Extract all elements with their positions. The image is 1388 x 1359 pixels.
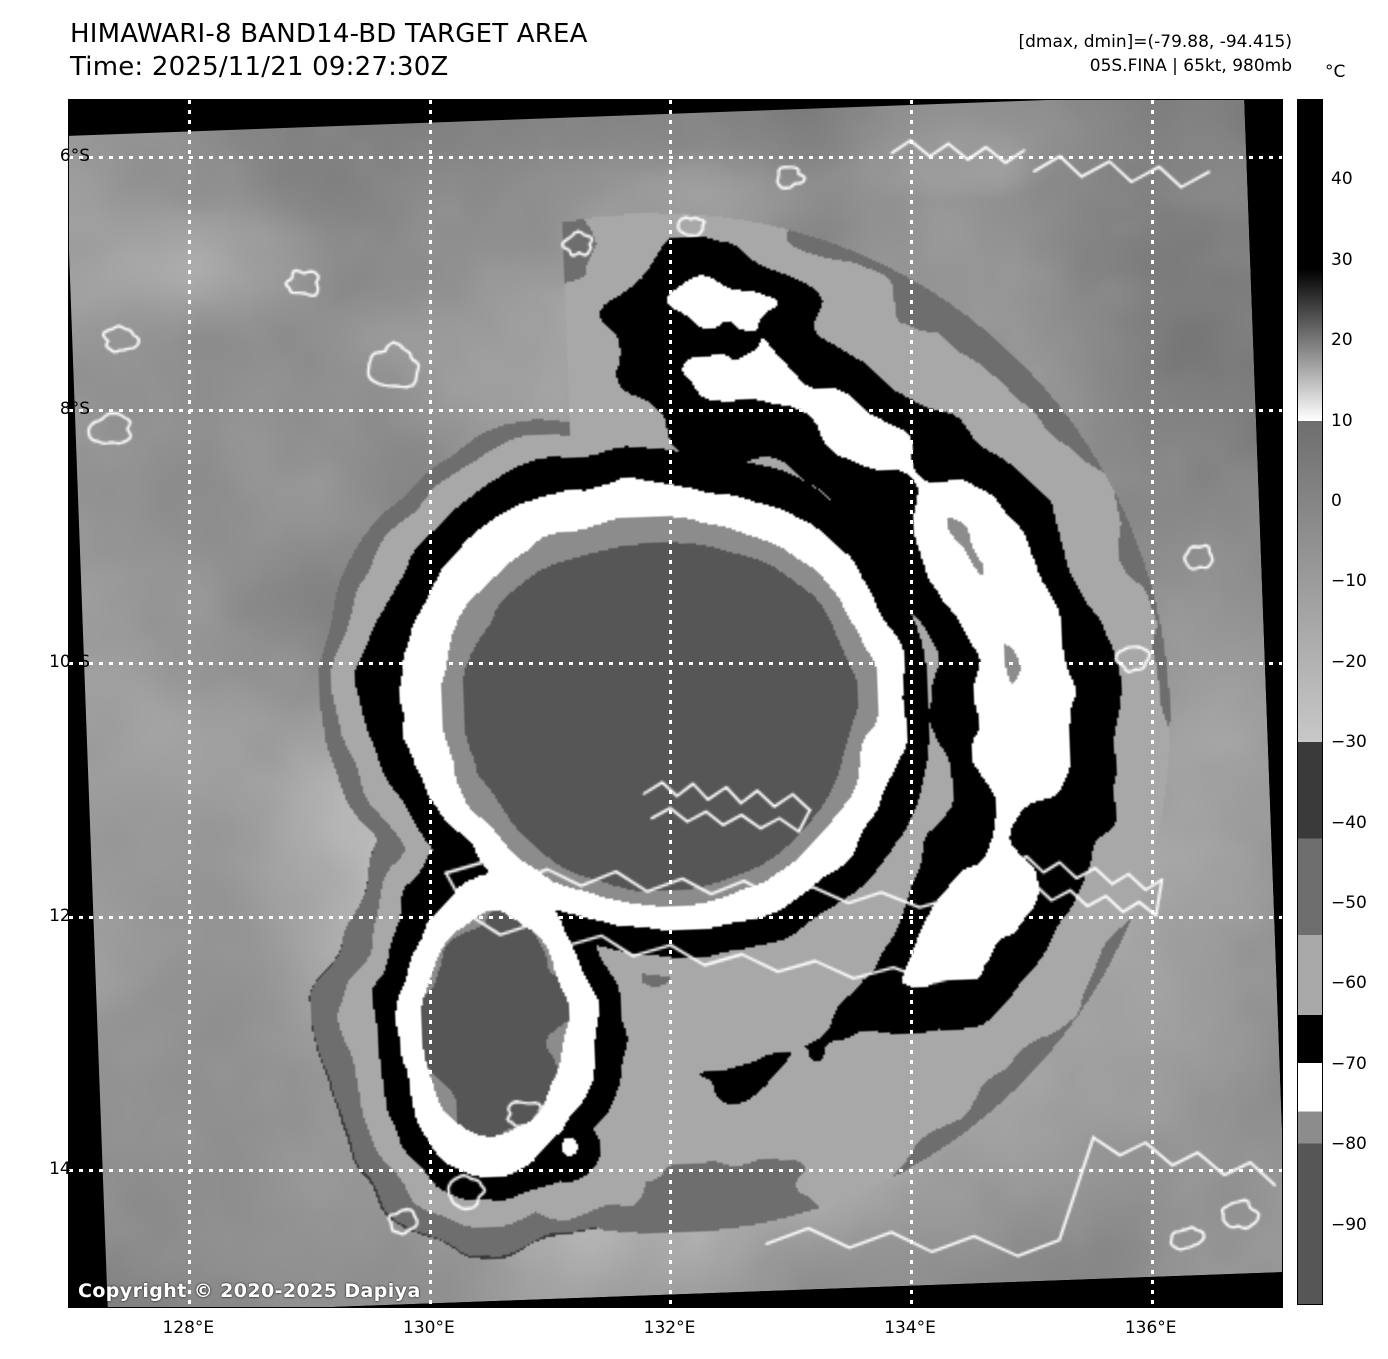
page-title: HIMAWARI-8 BAND14-BD TARGET AREA Time: 2…: [70, 18, 830, 84]
ytick-label-8: 8°S: [59, 399, 90, 420]
colorbar-tick-minus60: −60: [1331, 973, 1367, 994]
ytick-label-6: 6°S: [59, 145, 90, 166]
satellite-data-rect: [69, 100, 1282, 1307]
colorbar-unit-label: °C: [1325, 62, 1346, 82]
temperature-colorbar: [1297, 99, 1323, 1305]
colorbar-tick-40: 40: [1331, 169, 1353, 190]
xtick-label-130: 130°E: [403, 1318, 455, 1338]
xtick-label-128: 128°E: [162, 1318, 215, 1338]
xtick-label-132: 132°E: [643, 1318, 696, 1338]
ytick-label-12: 12°S: [49, 905, 90, 926]
ytick-label-14: 14°S: [49, 1158, 90, 1179]
xtick-label-134: 134°E: [884, 1318, 936, 1338]
colorbar-tick-minus10: −10: [1331, 571, 1367, 592]
ytick-label-10: 10°S: [49, 652, 90, 673]
colorbar-tick-minus30: −30: [1331, 732, 1367, 753]
observation-time: Time: 2025/11/21 09:27:30Z: [70, 52, 449, 82]
xtick-label-136: 136°E: [1124, 1318, 1177, 1338]
colorbar-tick-10: 10: [1331, 410, 1353, 431]
metadata-block: [dmax, dmin]=(-79.88, -94.415) 05S.FINA …: [872, 30, 1293, 78]
product-title: HIMAWARI-8 BAND14-BD TARGET AREA: [70, 19, 588, 49]
colorbar-gradient: [1298, 100, 1322, 1304]
storm-info-label: 05S.FINA | 65kt, 980mb: [1089, 56, 1292, 76]
colorbar-tick-20: 20: [1331, 330, 1353, 351]
colorbar-tick-30: 30: [1331, 249, 1353, 270]
colorbar-tick-minus80: −80: [1331, 1134, 1367, 1155]
colorbar-tick-minus70: −70: [1331, 1053, 1367, 1074]
satellite-image-plot: [68, 99, 1283, 1308]
colorbar-tick-0: 0: [1331, 491, 1342, 511]
colorbar-tick-minus90: −90: [1331, 1214, 1367, 1235]
colorbar-tick-minus50: −50: [1331, 893, 1367, 913]
copyright-notice: Copyright © 2020-2025 Dapiya: [78, 1280, 421, 1302]
dmax-dmin-label: [dmax, dmin]=(-79.88, -94.415): [1018, 32, 1293, 52]
colorbar-tick-minus20: −20: [1331, 651, 1367, 672]
satellite-brightness-temperature-canvas: [69, 100, 1282, 1307]
colorbar-tick-minus40: −40: [1331, 812, 1367, 833]
